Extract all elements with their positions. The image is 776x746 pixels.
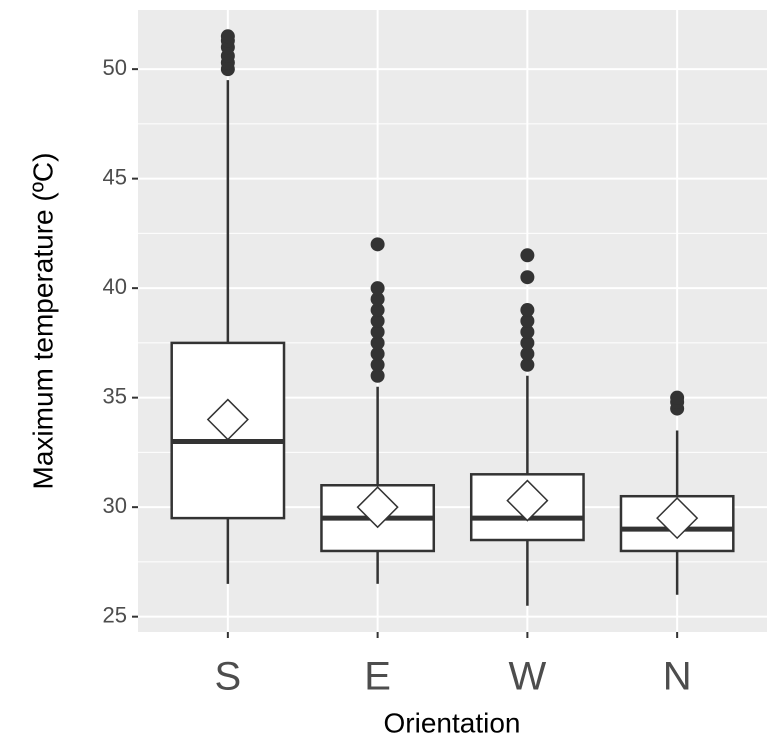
x-tick-label: E (364, 655, 391, 699)
outlier (220, 29, 235, 44)
mean (206, 398, 249, 441)
outlier (520, 324, 535, 339)
outlier (520, 346, 535, 361)
outlier (520, 314, 535, 328)
outlier (370, 346, 385, 361)
outlier (370, 281, 385, 296)
x-tick-label: W (508, 655, 546, 699)
outlier (370, 335, 385, 350)
outlier (370, 292, 385, 307)
outlier (370, 324, 385, 339)
outlier (370, 237, 385, 252)
outlier (370, 314, 385, 328)
outlier (670, 390, 685, 405)
outlier (370, 357, 385, 372)
y-axis-title: Maximum temperature (ºC) (27, 153, 58, 490)
outlier (520, 303, 535, 318)
x-tick-label: N (663, 655, 692, 699)
y-tick-label: 50 (103, 55, 127, 80)
y-tick-label: 25 (103, 602, 127, 627)
y-tick-label: 35 (103, 383, 127, 408)
mean (656, 497, 699, 540)
mean (506, 479, 549, 522)
x-tick-label: S (215, 655, 242, 699)
y-tick-label: 45 (103, 164, 127, 189)
outlier (520, 357, 535, 372)
y-tick-label: 30 (103, 493, 127, 518)
x-axis-title: Orientation (384, 707, 521, 738)
mean (356, 486, 399, 529)
outlier (520, 270, 535, 285)
outlier (370, 368, 385, 383)
outlier (520, 335, 535, 350)
outlier (520, 248, 535, 263)
outlier (370, 303, 385, 318)
y-tick-label: 40 (103, 274, 127, 299)
